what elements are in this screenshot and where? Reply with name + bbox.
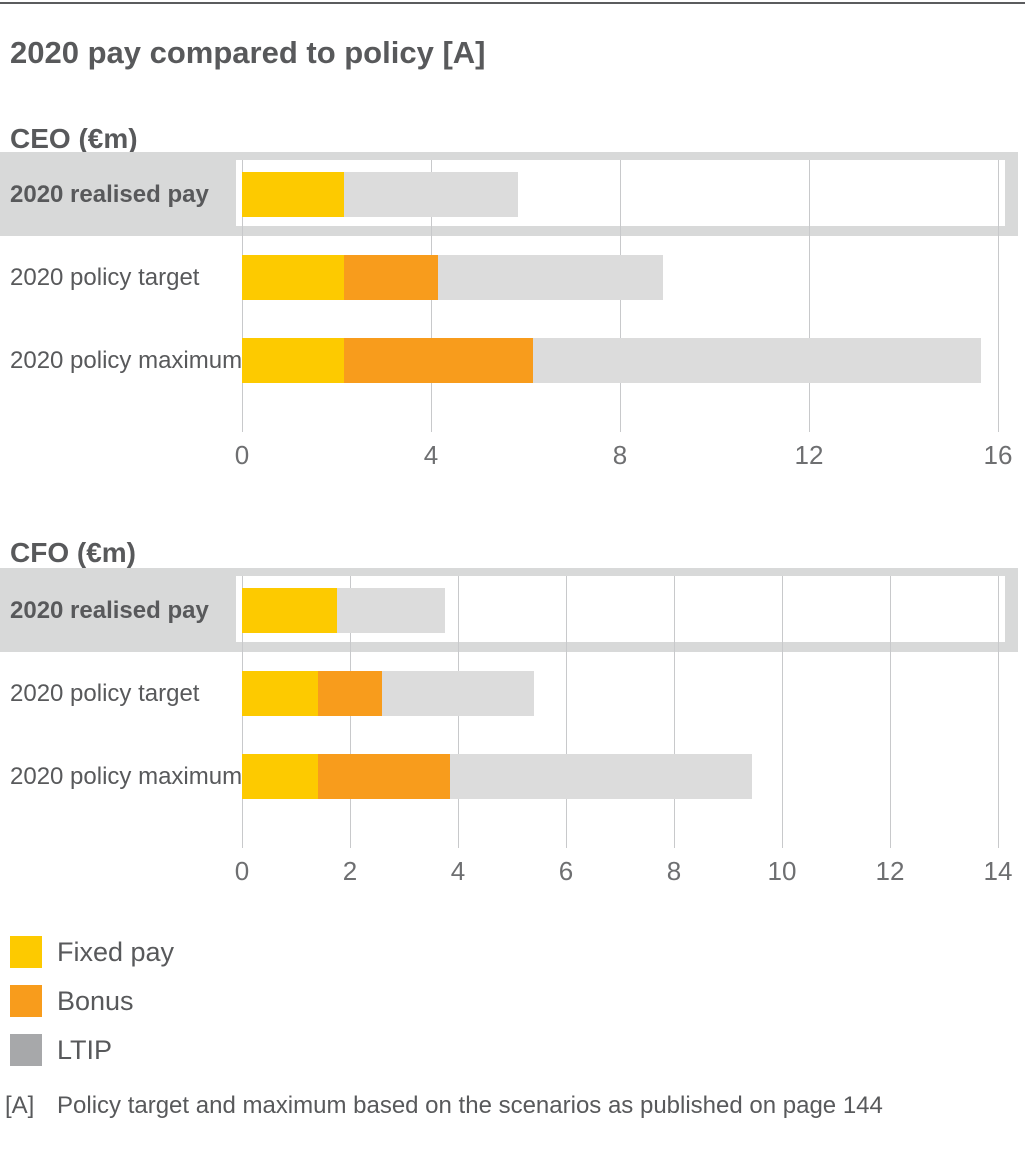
axis-tick-label: 8 — [666, 856, 682, 886]
row-label: 2020 policy maximum — [10, 762, 243, 790]
bar-segment-bonus — [317, 754, 450, 799]
axis-tick-label: 12 — [875, 856, 905, 886]
footnote-text: Policy target and maximum based on the s… — [57, 1092, 883, 1119]
bar-segment-fixed-pay — [242, 671, 318, 716]
axis-tick-label: 12 — [794, 440, 824, 470]
axis-tick-label: 16 — [983, 440, 1013, 470]
bar-segment-ltip-bar — [438, 255, 663, 300]
axis-tick-label: 2 — [342, 856, 358, 886]
bar-segment-ltip-bar — [336, 588, 445, 633]
legend-item-bonus: Bonus — [10, 985, 174, 1017]
row-label: 2020 policy target — [10, 263, 200, 291]
bar-segment-ltip-bar — [343, 172, 519, 217]
bar-segment-bonus — [317, 671, 383, 716]
row-label: 2020 realised pay — [10, 180, 209, 208]
legend-item-ltip: LTIP — [10, 1034, 174, 1066]
axis-tick-label: 4 — [450, 856, 466, 886]
axis-tick-label: 14 — [983, 856, 1013, 886]
axis-tick-label: 0 — [234, 440, 250, 470]
bar-segment-ltip-bar — [449, 754, 753, 799]
legend: Fixed pay Bonus LTIP — [10, 936, 174, 1083]
fixed-pay-swatch — [10, 936, 42, 968]
fixed-pay-label: Fixed pay — [57, 936, 175, 967]
bar-segment-fixed-pay — [242, 754, 318, 799]
gridline — [674, 576, 675, 848]
cfo-chart: 2020 realised pay 2020 policy target 2020 … — [0, 568, 1025, 898]
axis-tick-label: 4 — [423, 440, 439, 470]
gridline — [998, 160, 999, 432]
axis-tick-label: 6 — [558, 856, 574, 886]
legend-item-fixed-pay: Fixed pay — [10, 936, 174, 968]
axis-tick-label: 8 — [612, 440, 628, 470]
bar-segment-ltip-bar — [532, 338, 982, 383]
top-rule — [0, 2, 1025, 4]
gridline — [890, 576, 891, 848]
cfo-chart-title: CFO (€m) — [10, 537, 136, 569]
gridline — [782, 576, 783, 848]
gridline — [566, 576, 567, 848]
ltip-swatch — [10, 1034, 42, 1066]
footnote-marker: [A] — [5, 1092, 35, 1119]
ceo-chart: 2020 realised pay 2020 policy target 2020 … — [0, 152, 1025, 482]
row-label: 2020 policy maximum — [10, 346, 243, 374]
footnote: [A] Policy target and maximum based on t… — [5, 1092, 883, 1120]
ltip-label: LTIP — [57, 1034, 113, 1065]
gridline — [809, 160, 810, 432]
bar-segment-ltip-bar — [382, 671, 534, 716]
bonus-swatch — [10, 985, 42, 1017]
row-label: 2020 policy target — [10, 679, 200, 707]
bar-segment-fixed-pay — [242, 172, 344, 217]
bar-segment-fixed-pay — [242, 255, 344, 300]
bar-segment-fixed-pay — [242, 588, 337, 633]
bar-segment-bonus — [343, 255, 439, 300]
bar-segment-fixed-pay — [242, 338, 344, 383]
row-label: 2020 realised pay — [10, 596, 209, 624]
bonus-label: Bonus — [57, 985, 134, 1016]
axis-tick-label: 0 — [234, 856, 250, 886]
ceo-chart-title: CEO (€m) — [10, 123, 138, 155]
axis-tick-label: 10 — [767, 856, 797, 886]
bar-segment-bonus — [343, 338, 533, 383]
gridline — [998, 576, 999, 848]
page-title: 2020 pay compared to policy [A] — [10, 34, 486, 70]
